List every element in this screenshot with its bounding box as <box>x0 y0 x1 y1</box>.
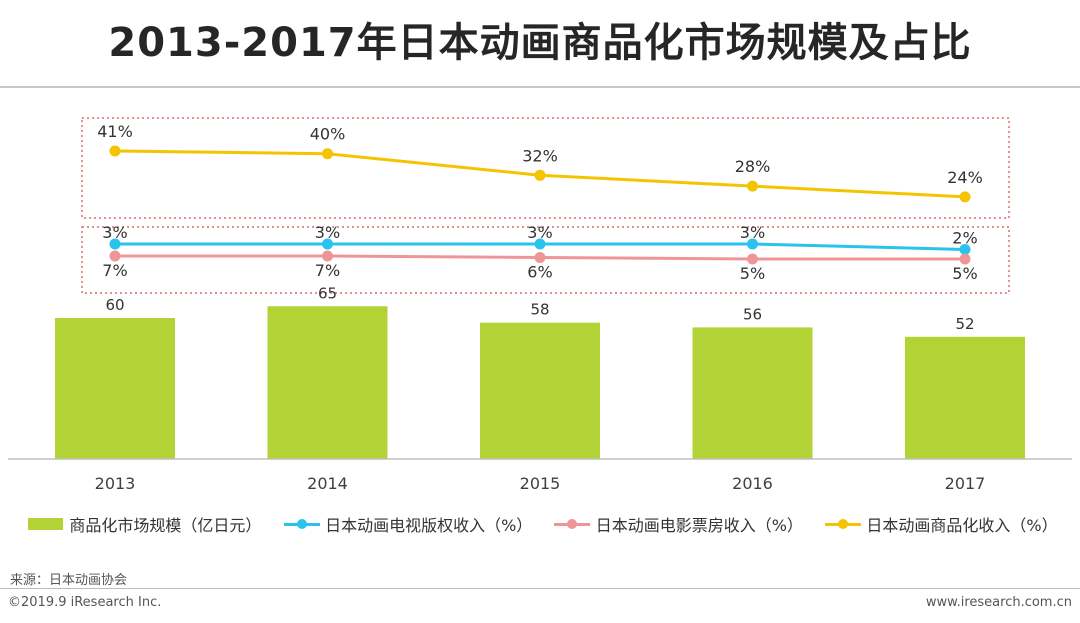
bar-value-label-2015: 58 <box>530 301 549 319</box>
data-label-merch-2016: 28% <box>735 157 771 176</box>
bar-2014 <box>267 306 388 459</box>
legend-item-merch-revenue: 日本动画商品化收入（%） <box>825 512 1058 536</box>
data-label-movie-2013: 7% <box>102 261 127 280</box>
data-label-movie-2016: 5% <box>740 264 765 283</box>
data-label-merch-2014: 40% <box>310 125 346 144</box>
legend-label-movie-box-office: 日本动画电影票房收入（%） <box>595 516 803 535</box>
point-movie-2015 <box>534 252 546 263</box>
point-movie-2013 <box>109 250 121 262</box>
legend-marker-merch <box>825 517 862 531</box>
point-movie-2014 <box>322 250 333 262</box>
data-label-tv-2017: 2% <box>952 229 977 248</box>
data-label-merch-2013: 41% <box>97 122 133 141</box>
x-tick-label-2016: 2016 <box>732 474 773 493</box>
point-merch-2016 <box>747 180 758 192</box>
point-movie-2017 <box>959 253 971 265</box>
copyright-text: ©2019.9 iResearch Inc. <box>8 595 162 610</box>
data-label-tv-2015: 3% <box>527 223 552 242</box>
point-tv-2017 <box>959 244 971 255</box>
bar-value-label-2016: 56 <box>743 305 762 323</box>
x-tick-label-2015: 2015 <box>520 474 561 493</box>
point-tv-2014 <box>322 238 333 250</box>
legend-item-merch-scale: 商品化市场规模（亿日元） <box>28 512 262 536</box>
point-tv-2013 <box>109 238 121 250</box>
data-label-tv-2014: 3% <box>315 223 340 242</box>
x-tick-label-2014: 2014 <box>307 474 348 493</box>
point-merch-2015 <box>534 169 546 181</box>
bar-2013 <box>55 318 175 459</box>
legend-label-merch-revenue: 日本动画商品化收入（%） <box>866 516 1058 535</box>
legend-item-movie-box-office: 日本动画电影票房收入（%） <box>554 512 803 536</box>
point-tv-2016 <box>747 238 758 250</box>
data-label-merch-2017: 24% <box>947 168 983 187</box>
highlight-box-tv-movie-share <box>81 226 1010 294</box>
bar-value-label-2017: 52 <box>955 315 974 333</box>
chart-title: 2013-2017年日本动画商品化市场规模及占比 <box>108 20 972 66</box>
x-tick-label-2013: 2013 <box>95 474 136 493</box>
website-url: www.iresearch.com.cn <box>925 595 1072 610</box>
x-tick-label-2017: 2017 <box>945 474 986 493</box>
legend: 商品化市场规模（亿日元） 日本动画电视版权收入（%） 日本动画电影票房收入（%）… <box>28 512 1080 536</box>
data-label-movie-2015: 6% <box>527 263 552 282</box>
bar-2017 <box>905 336 1025 459</box>
data-label-movie-2014: 7% <box>315 261 340 280</box>
point-movie-2016 <box>747 253 758 265</box>
data-label-merch-2015: 32% <box>522 146 558 165</box>
bar-2016 <box>692 327 813 459</box>
bar-value-label-2014: 65 <box>318 284 337 302</box>
legend-swatch-bar <box>28 518 64 530</box>
legend-marker-movie <box>554 517 591 531</box>
point-tv-2015 <box>534 238 546 250</box>
legend-label-merch-scale: 商品化市场规模（亿日元） <box>69 516 262 535</box>
point-merch-2014 <box>322 148 333 160</box>
data-label-movie-2017: 5% <box>952 264 977 283</box>
point-merch-2013 <box>109 145 121 157</box>
legend-marker-tv <box>283 517 320 531</box>
data-label-tv-2013: 3% <box>102 223 127 242</box>
legend-item-tv-revenue: 日本动画电视版权收入（%） <box>283 512 533 536</box>
source-note: 来源：日本动画协会 <box>10 573 128 588</box>
bar-2015 <box>480 322 600 459</box>
bar-value-label-2013: 60 <box>105 296 124 314</box>
data-label-tv-2016: 3% <box>740 223 765 242</box>
legend-label-tv-revenue: 日本动画电视版权收入（%） <box>325 516 533 535</box>
footer-divider <box>0 588 1080 589</box>
point-merch-2017 <box>959 191 971 203</box>
highlight-box-merch-share <box>81 117 1010 219</box>
title-divider <box>0 86 1080 88</box>
